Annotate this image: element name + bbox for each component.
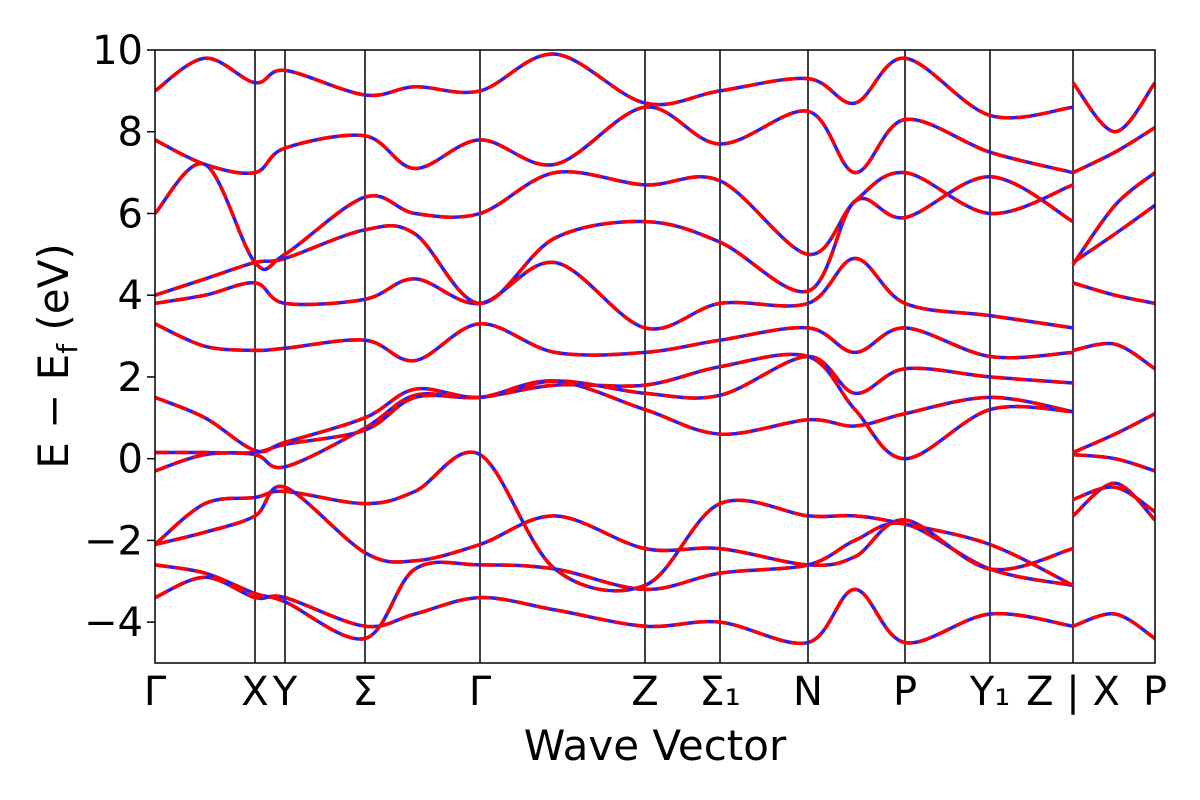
band-tb	[155, 352, 1074, 461]
x-tick-label: Γ	[469, 669, 492, 715]
x-tick-label: N	[793, 669, 823, 715]
x-tick-label: Σ₁	[699, 669, 740, 715]
band-tb	[155, 322, 1074, 363]
band-tail-tb	[1072, 126, 1155, 175]
band-tail-tb	[1072, 485, 1155, 514]
band-tb	[155, 354, 1074, 454]
plot-frame	[154, 49, 1156, 664]
y-tick-label: −2	[84, 518, 143, 564]
band-tb	[155, 52, 1074, 120]
y-tick-label: 10	[92, 28, 143, 74]
band-tail-tb	[1072, 281, 1155, 306]
y-tick-label: 6	[118, 191, 143, 237]
x-tick-label: Z | X	[1026, 669, 1120, 715]
y-tick-label: 8	[118, 110, 143, 156]
x-tick-label: Y	[272, 669, 298, 715]
y-ticks: −4 −2 0 2 4 6 8 10	[84, 28, 155, 646]
band-tail-tb	[1072, 452, 1155, 473]
band-tail-tb	[1072, 341, 1155, 371]
band-tb	[155, 256, 1074, 331]
band-tb	[155, 105, 1074, 175]
band-tb	[155, 484, 1074, 572]
y-tick-label: 4	[118, 273, 143, 319]
band-lines	[155, 52, 1155, 646]
x-tick-label: P	[893, 669, 917, 715]
x-tick-labels: Γ X Y Σ Γ Z Σ₁ N P Y₁ Z | X P	[144, 669, 1167, 715]
band-tb	[155, 161, 1074, 272]
y-axis-label: E − Ef (eV)	[29, 243, 84, 469]
x-tick-label: Z	[631, 669, 658, 715]
x-tick-label: P	[1143, 669, 1167, 715]
y-tick-label: −4	[84, 600, 143, 646]
band-tb	[155, 450, 1074, 593]
band-tail-tb	[1071, 81, 1155, 134]
band-tail-tb	[1071, 171, 1155, 266]
x-tick-label: Y₁	[969, 669, 1010, 715]
band-tail-tb	[1071, 481, 1155, 522]
x-tick-label: X	[241, 669, 268, 715]
y-tick-label: 0	[118, 437, 143, 483]
x-tick-label: Σ	[352, 669, 377, 715]
y-axis-label-subscript: f	[51, 343, 84, 354]
band-tail-tb	[1072, 612, 1155, 640]
x-tick-label: Γ	[144, 669, 167, 715]
band-tail-tb	[1072, 203, 1155, 264]
x-axis-label: Wave Vector	[524, 721, 787, 770]
band-tail-tb	[1072, 412, 1155, 455]
y-tick-label: 2	[118, 355, 143, 401]
